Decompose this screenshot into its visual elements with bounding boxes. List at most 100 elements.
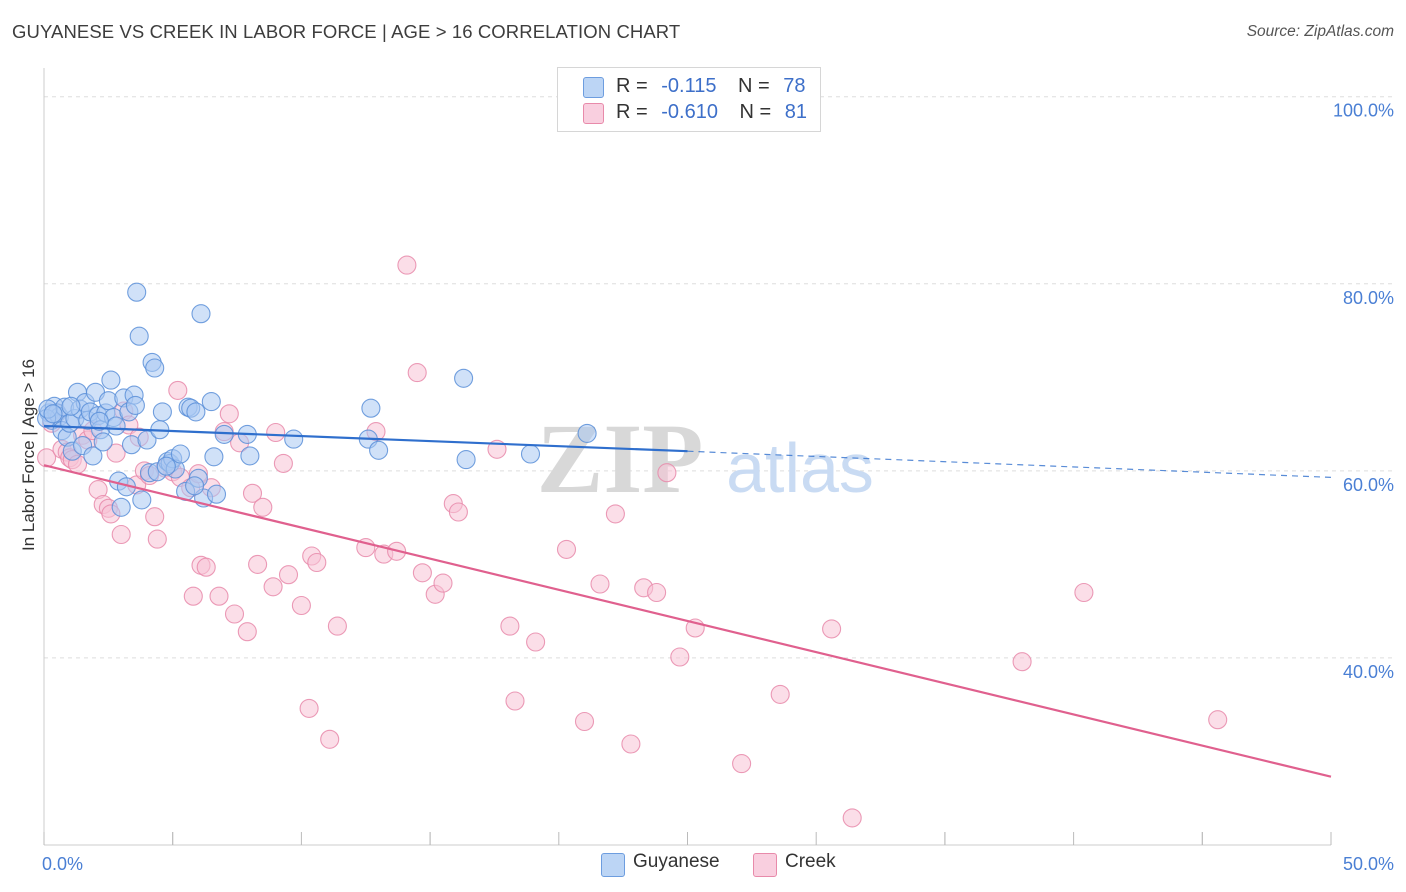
- creek-point: [248, 554, 268, 574]
- creek-point: [647, 582, 667, 603]
- creek-point: [556, 539, 577, 559]
- legend-n-value: 78: [783, 75, 806, 97]
- guyanese-point: [186, 402, 206, 422]
- creek-point: [842, 808, 862, 828]
- creek-point: [111, 524, 131, 545]
- legend-n-label: N =: [738, 75, 770, 97]
- creek-point: [605, 504, 625, 524]
- creek-point: [505, 691, 525, 711]
- x-tick-label: 0.0%: [42, 854, 83, 874]
- legend-r-value: -0.610: [661, 101, 718, 123]
- creek-point: [574, 711, 595, 732]
- y-tick-label: 60.0%: [1343, 475, 1394, 495]
- guyanese-trend-extension: [687, 450, 1332, 479]
- creek-point: [168, 380, 188, 400]
- creek-points: [37, 255, 1228, 828]
- guyanese-point: [170, 444, 190, 464]
- guyanese-point: [369, 440, 389, 460]
- creek-point: [770, 684, 790, 704]
- creek-point: [621, 734, 641, 754]
- guyanese-legend-icon: [601, 853, 625, 877]
- chart-title: GUYANESE VS CREEK IN LABOR FORCE | AGE >…: [12, 21, 681, 42]
- creek-point: [278, 565, 299, 585]
- guyanese-point: [185, 476, 205, 496]
- creek-point: [106, 443, 126, 463]
- trend-lines: [43, 424, 1332, 778]
- guyanese-point: [43, 404, 63, 424]
- guyanese-point: [577, 423, 597, 443]
- creek-point: [242, 483, 263, 503]
- guyanese-points: [37, 282, 597, 517]
- creek-point: [412, 563, 432, 583]
- grid-lines: [44, 96, 1394, 659]
- creek-point: [219, 404, 239, 424]
- x-tick-label: 50.0%: [1343, 854, 1394, 874]
- guyanese-trend-line: [43, 424, 688, 453]
- creek-point: [397, 255, 417, 275]
- watermark: ZIP atlas: [537, 403, 874, 514]
- legend-n-label: N =: [739, 101, 772, 123]
- legend-r-value: -0.115: [661, 75, 717, 97]
- creek-point: [266, 422, 286, 443]
- creek-trend-line: [43, 464, 1332, 778]
- tick-labels: 100.0% 80.0% 60.0% 40.0% 0.0% 50.0%: [42, 101, 1394, 874]
- creek-point: [1074, 582, 1094, 603]
- creek-point: [590, 574, 610, 594]
- guyanese-point: [111, 497, 131, 517]
- legend-r-label: R =: [616, 75, 648, 97]
- guyanese-swatch-icon: [583, 77, 604, 98]
- creek-point: [299, 698, 319, 718]
- watermark-atlas: atlas: [726, 429, 874, 507]
- creek-legend-icon: [753, 853, 777, 877]
- legend-text-guyanese: R = -0.115 N = 78: [616, 75, 806, 98]
- creek-point: [1012, 652, 1032, 672]
- creek-point: [183, 586, 203, 606]
- guyanese-point: [106, 416, 126, 436]
- creek-point: [307, 552, 327, 573]
- creek-point: [196, 557, 216, 577]
- y-tick-label: 100.0%: [1333, 101, 1394, 121]
- guyanese-point: [201, 392, 221, 412]
- guyanese-point: [152, 402, 172, 422]
- creek-point: [253, 497, 273, 517]
- guyanese-point: [101, 370, 121, 390]
- legend-label-creek: Creek: [785, 851, 836, 872]
- creek-point: [657, 463, 677, 483]
- creek-point: [273, 453, 293, 473]
- creek-point: [433, 573, 453, 593]
- guyanese-point: [191, 304, 211, 324]
- guyanese-point: [129, 326, 149, 346]
- guyanese-point: [83, 446, 103, 466]
- creek-point: [448, 502, 468, 522]
- guyanese-point: [93, 432, 113, 452]
- creek-point: [526, 632, 546, 652]
- guyanese-point: [214, 424, 234, 444]
- guyanese-point: [127, 282, 147, 302]
- legend-n-value: 81: [784, 101, 808, 123]
- creek-point: [147, 529, 167, 549]
- legend-r-label: R =: [616, 101, 648, 123]
- guyanese-point: [240, 446, 260, 466]
- guyanese-point: [89, 411, 109, 431]
- source-label: Source: ZipAtlas.com: [1246, 23, 1394, 40]
- guyanese-point: [61, 396, 81, 416]
- guyanese-point: [454, 368, 474, 388]
- guyanese-point: [132, 490, 152, 510]
- creek-swatch-icon: [583, 103, 604, 124]
- creek-point: [670, 647, 690, 667]
- stats-legend: R = -0.115 N = 78 R = -0.610 N = 81: [557, 67, 821, 132]
- guyanese-point: [361, 398, 381, 418]
- guyanese-point: [284, 429, 304, 449]
- guyanese-point: [156, 456, 176, 476]
- creek-point: [1208, 710, 1228, 730]
- watermark-zip: ZIP: [537, 403, 704, 514]
- guyanese-point: [456, 450, 476, 470]
- guyanese-point: [204, 447, 224, 467]
- creek-point: [209, 586, 229, 606]
- guyanese-point: [145, 358, 165, 378]
- legend-text-creek: R = -0.610 N = 81: [616, 101, 807, 124]
- creek-point: [263, 577, 283, 597]
- y-tick-label: 80.0%: [1343, 288, 1394, 308]
- creek-point: [822, 619, 842, 639]
